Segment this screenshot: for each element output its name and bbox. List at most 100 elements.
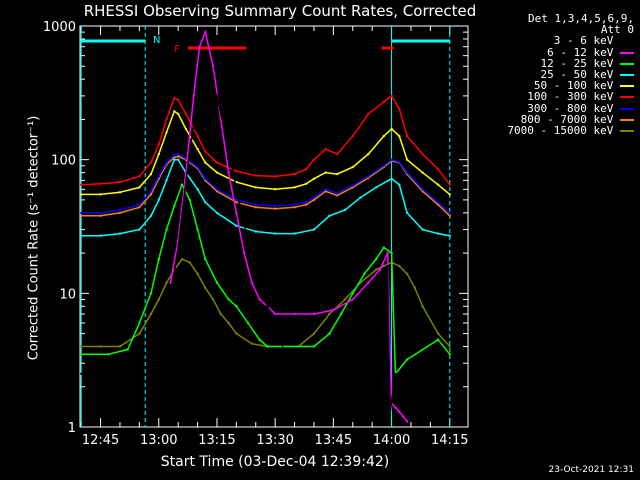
data-point (126, 366, 129, 369)
data-point (157, 175, 160, 178)
data-point (378, 268, 382, 271)
data-point (177, 152, 180, 156)
data-point (211, 298, 215, 301)
data-point (328, 332, 331, 335)
data-point (254, 206, 257, 209)
data-point (351, 186, 354, 189)
data-point (390, 158, 393, 161)
data-point (138, 332, 141, 335)
data-point (448, 193, 451, 196)
data-point (165, 281, 168, 284)
data-point (80, 193, 83, 196)
data-point (312, 196, 316, 199)
data-point (196, 147, 199, 151)
data-point (324, 398, 327, 401)
legend-swatch (620, 74, 634, 77)
data-point (374, 258, 378, 261)
data-point (118, 345, 122, 348)
data-point (351, 134, 354, 138)
data-point (235, 170, 238, 173)
legend-entry-label: 800 - 7000 keV (520, 112, 620, 126)
legend-header-detectors: Det 1,3,4,5,6,9, (528, 12, 634, 25)
data-point (138, 203, 141, 206)
x-tick-label: 13:45 (315, 433, 352, 448)
data-point (367, 321, 370, 325)
data-point (336, 172, 339, 176)
data-point (215, 211, 219, 215)
x-tick-label: 14:00 (373, 433, 410, 448)
data-point (211, 65, 215, 68)
legend-swatch (620, 118, 634, 121)
legend-entry: 3 - 6 keV (474, 35, 634, 47)
x-tick-label: 13:30 (256, 433, 293, 448)
data-point (405, 272, 409, 275)
data-point (99, 211, 102, 215)
data-point (180, 183, 184, 186)
data-point (184, 112, 188, 116)
data-point (157, 198, 160, 202)
data-point (343, 298, 347, 301)
data-point (367, 175, 370, 178)
data-point (421, 228, 424, 231)
data-point (258, 338, 261, 341)
data-point (219, 312, 222, 316)
data-point (196, 228, 199, 231)
data-point (421, 188, 424, 191)
night-marker-label: N (153, 35, 160, 46)
data-point (173, 158, 176, 161)
data-point (157, 298, 160, 301)
data-point (235, 332, 238, 335)
data-point (293, 312, 296, 316)
data-point (173, 110, 176, 113)
data-point (99, 214, 102, 217)
data-point (138, 321, 141, 325)
legend-entry-label: 6 - 12 keV (547, 45, 620, 59)
data-point (402, 415, 405, 418)
data-point (367, 112, 370, 116)
data-point (448, 234, 451, 237)
legend-entry-label: 7000 - 15000 keV (507, 124, 620, 138)
data-point (204, 177, 207, 180)
data-point (266, 305, 269, 308)
data-point (274, 232, 277, 235)
legend-entry-label: 12 - 25 keV (540, 56, 620, 70)
data-point (250, 342, 254, 345)
data-point (235, 188, 238, 191)
data-point (215, 281, 219, 284)
data-point (405, 358, 409, 361)
data-point (297, 345, 300, 348)
data-point (149, 172, 153, 176)
data-point (324, 171, 327, 174)
data-point (80, 372, 83, 375)
data-point (242, 251, 246, 255)
data-point (274, 188, 277, 191)
y-tick-label: 1 (68, 421, 76, 436)
data-point (215, 188, 219, 191)
data-point (394, 372, 397, 375)
data-point (421, 171, 424, 174)
data-point (138, 186, 141, 189)
data-point (382, 164, 385, 167)
data-point (405, 158, 409, 161)
data-point (448, 345, 451, 348)
data-point (138, 206, 141, 209)
data-point (204, 201, 207, 204)
flare-marker-label: F (174, 44, 180, 55)
data-point (184, 127, 188, 131)
data-point (254, 230, 257, 233)
timestamp-footer: 23-Oct-2021 12:31 (548, 465, 634, 475)
legend-entry-label: 300 - 800 keV (527, 101, 620, 115)
data-point (215, 161, 219, 164)
data-point (215, 190, 219, 193)
chart-title: RHESSI Observing Summary Count Rates, Co… (83, 2, 477, 20)
legend-swatch (620, 107, 634, 110)
legend-swatch (620, 40, 634, 43)
data-point (382, 134, 385, 138)
series-line-300-800-kev (81, 153, 451, 214)
data-point (386, 251, 389, 255)
data-point (351, 345, 354, 348)
data-point (165, 161, 168, 164)
legend: Det 1,3,4,5,6,9, Att 0 3 - 6 keV 6 - 12 … (474, 13, 634, 136)
data-point (149, 214, 153, 217)
data-point (149, 193, 153, 196)
